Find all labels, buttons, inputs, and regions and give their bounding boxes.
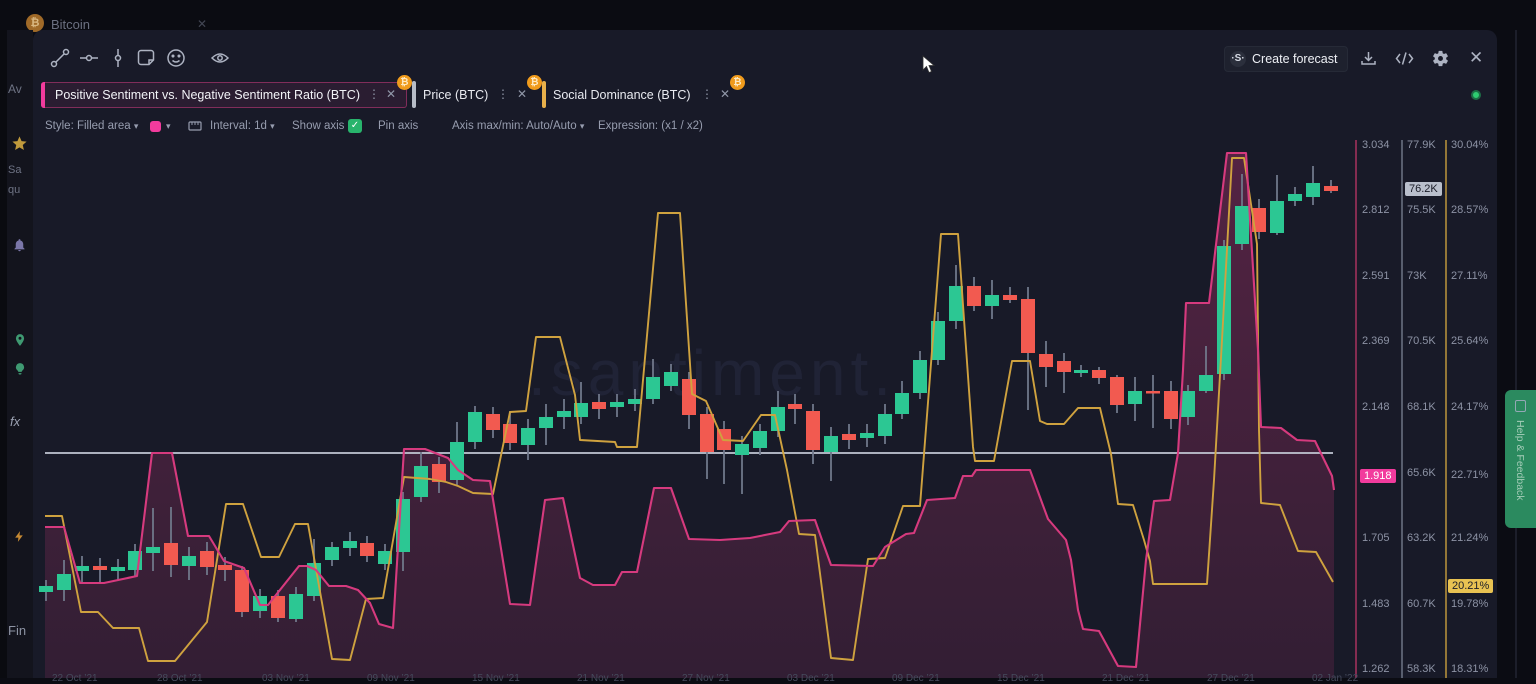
svg-text:.santiment.: .santiment.: [528, 337, 896, 409]
